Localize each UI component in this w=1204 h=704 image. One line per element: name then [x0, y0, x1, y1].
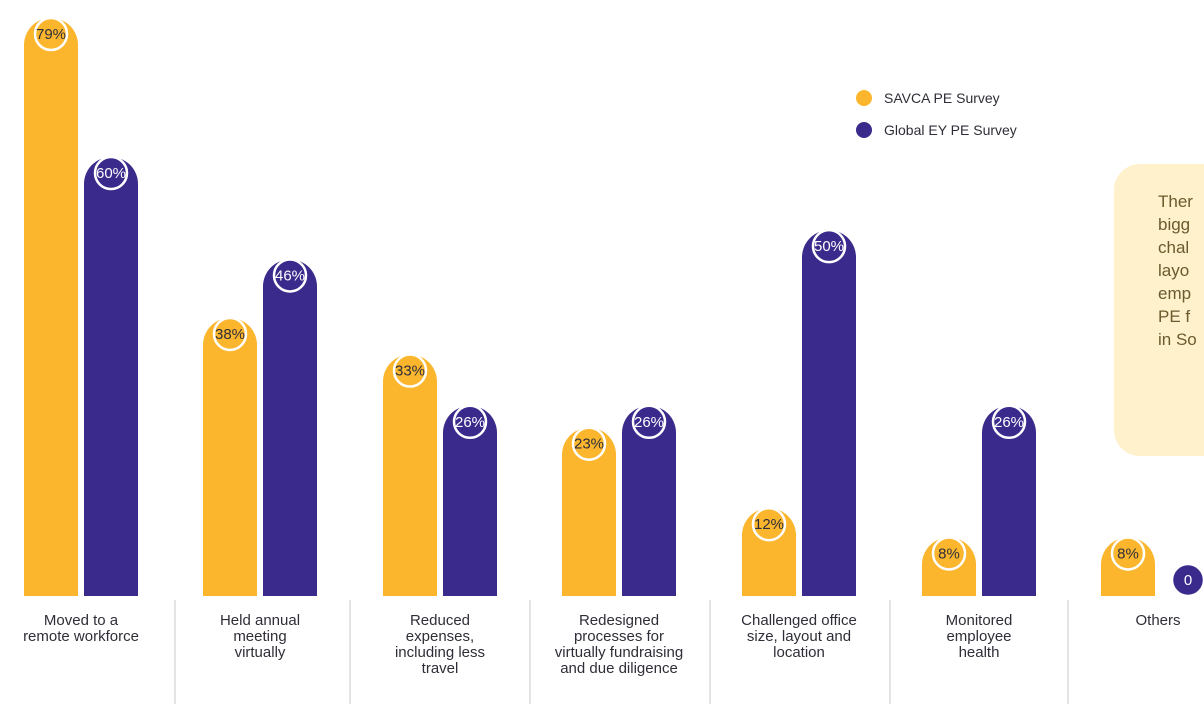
bar-global-ey — [802, 230, 856, 596]
callout-line-3: chal — [1158, 238, 1190, 257]
legend-swatch-savca — [856, 90, 872, 106]
bar-savca — [562, 427, 616, 596]
category-label: Monitored employee health — [946, 612, 1013, 661]
data-label: 46% — [275, 267, 305, 284]
bar-savca — [383, 354, 437, 596]
value-bubble — [751, 506, 787, 542]
data-label: 60% — [96, 165, 126, 182]
data-label: 12% — [754, 516, 784, 533]
data-label: 0 — [1184, 572, 1192, 589]
data-label: 26% — [455, 414, 485, 431]
data-label: 26% — [634, 414, 664, 431]
data-label: 23% — [574, 436, 604, 453]
value-bubble — [631, 404, 667, 440]
data-label: 26% — [994, 414, 1024, 431]
data-label: 8% — [938, 545, 960, 562]
value-bubble — [1170, 562, 1204, 598]
callout-line-4: layo — [1158, 261, 1190, 280]
value-bubble — [991, 404, 1027, 440]
category-label: Challenged office size, layout and locatio… — [741, 612, 857, 661]
bar-savca — [203, 317, 257, 596]
callout-box: Ther bigg chal layo emp PE f in So — [1114, 164, 1204, 456]
callout-line-6: PE f — [1158, 307, 1191, 326]
bar-global-ey — [443, 405, 497, 596]
category-label: Held annual meeting virtually — [220, 612, 300, 661]
bar-savca — [24, 18, 78, 596]
bar-global-ey — [84, 157, 138, 596]
value-bubble — [1110, 536, 1146, 571]
bar-global-ey — [982, 405, 1036, 596]
value-bubble — [33, 16, 69, 52]
category-label: Others — [1135, 612, 1180, 629]
legend-swatch-global-ey — [856, 122, 872, 138]
data-label: 33% — [395, 363, 425, 380]
bar-global-ey — [622, 405, 676, 596]
legend-label: Global EY PE Survey — [884, 122, 1017, 138]
data-label: 50% — [814, 238, 844, 255]
callout-line-2: bigg — [1158, 215, 1191, 234]
data-label: 38% — [215, 326, 245, 343]
category-label: Reduced expenses, including less travel — [395, 612, 485, 677]
category-label: Moved to a remote workforce — [23, 612, 139, 645]
category-label: Redesigned processes for virtually fundrai… — [555, 612, 683, 677]
callout-line-5: emp — [1158, 284, 1192, 303]
value-bubble — [93, 155, 129, 191]
value-bubble — [811, 228, 847, 264]
bar-global-ey — [263, 259, 317, 596]
value-bubble — [392, 353, 428, 388]
callout-line-1: Ther — [1158, 192, 1193, 211]
value-bubble — [272, 258, 308, 293]
value-bubble — [931, 536, 967, 571]
value-bubble — [571, 426, 607, 461]
data-label: 79% — [36, 26, 66, 43]
data-label: 8% — [1117, 545, 1139, 562]
callout-line-7: in So — [1158, 330, 1197, 349]
value-bubble — [212, 316, 248, 352]
legend-label: SAVCA PE Survey — [884, 90, 1000, 106]
value-bubble — [452, 404, 488, 440]
